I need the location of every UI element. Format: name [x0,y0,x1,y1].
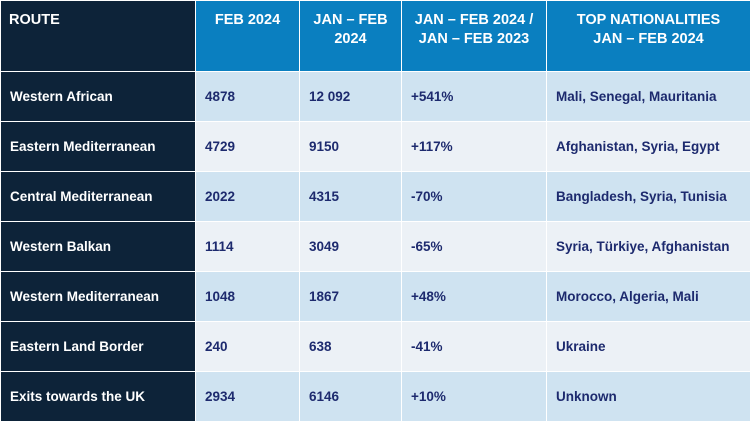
header-nat-line1: TOP NATIONALITIES [555,11,742,30]
feb-cell: 2934 [196,372,300,422]
nationalities-cell: Syria, Türkiye, Afghanistan [547,222,750,272]
header-change: JAN – FEB 2024 / JAN – FEB 2023 [402,1,547,72]
header-janfeb-line2: 2024 [308,30,393,49]
table-row: Western Mediterranean 1048 1867 +48% Mor… [1,272,750,322]
table-row: Western African 4878 12 092 +541% Mali, … [1,72,750,122]
route-cell: Western Mediterranean [1,272,196,322]
feb-cell: 1048 [196,272,300,322]
nationalities-cell: Unknown [547,372,750,422]
janfeb-cell: 6146 [300,372,402,422]
table-header-row: ROUTE FEB 2024 JAN – FEB 2024 JAN – FEB … [1,1,750,72]
nationalities-cell: Bangladesh, Syria, Tunisia [547,172,750,222]
janfeb-cell: 638 [300,322,402,372]
nationalities-cell: Afghanistan, Syria, Egypt [547,122,750,172]
route-cell: Western African [1,72,196,122]
header-feb-label: FEB 2024 [215,12,280,28]
change-cell: -70% [402,172,547,222]
table-row: Exits towards the UK 2934 6146 +10% Unkn… [1,372,750,422]
route-cell: Western Balkan [1,222,196,272]
route-cell: Exits towards the UK [1,372,196,422]
change-cell: +48% [402,272,547,322]
feb-cell: 4729 [196,122,300,172]
table-row: Central Mediterranean 2022 4315 -70% Ban… [1,172,750,222]
nationalities-cell: Morocco, Algeria, Mali [547,272,750,322]
janfeb-cell: 12 092 [300,72,402,122]
header-janfeb-line1: JAN – FEB [308,11,393,30]
table-row: Eastern Mediterranean 4729 9150 +117% Af… [1,122,750,172]
header-jan-feb-2024: JAN – FEB 2024 [300,1,402,72]
route-cell: Eastern Land Border [1,322,196,372]
route-cell: Eastern Mediterranean [1,122,196,172]
janfeb-cell: 9150 [300,122,402,172]
header-route-label: ROUTE [9,12,60,28]
change-cell: +117% [402,122,547,172]
header-feb-2024: FEB 2024 [196,1,300,72]
header-change-line2: JAN – FEB 2023 [410,30,538,49]
route-cell: Central Mediterranean [1,172,196,222]
feb-cell: 2022 [196,172,300,222]
janfeb-cell: 3049 [300,222,402,272]
nationalities-cell: Ukraine [547,322,750,372]
nationalities-cell: Mali, Senegal, Mauritania [547,72,750,122]
header-nat-line2: JAN – FEB 2024 [555,30,742,49]
feb-cell: 1114 [196,222,300,272]
header-top-nationalities: TOP NATIONALITIES JAN – FEB 2024 [547,1,750,72]
feb-cell: 4878 [196,72,300,122]
header-route: ROUTE [1,1,196,72]
change-cell: +541% [402,72,547,122]
change-cell: -65% [402,222,547,272]
change-cell: -41% [402,322,547,372]
change-cell: +10% [402,372,547,422]
feb-cell: 240 [196,322,300,372]
header-change-line1: JAN – FEB 2024 / [410,11,538,30]
janfeb-cell: 4315 [300,172,402,222]
table-row: Eastern Land Border 240 638 -41% Ukraine [1,322,750,372]
table-row: Western Balkan 1114 3049 -65% Syria, Tür… [1,222,750,272]
janfeb-cell: 1867 [300,272,402,322]
